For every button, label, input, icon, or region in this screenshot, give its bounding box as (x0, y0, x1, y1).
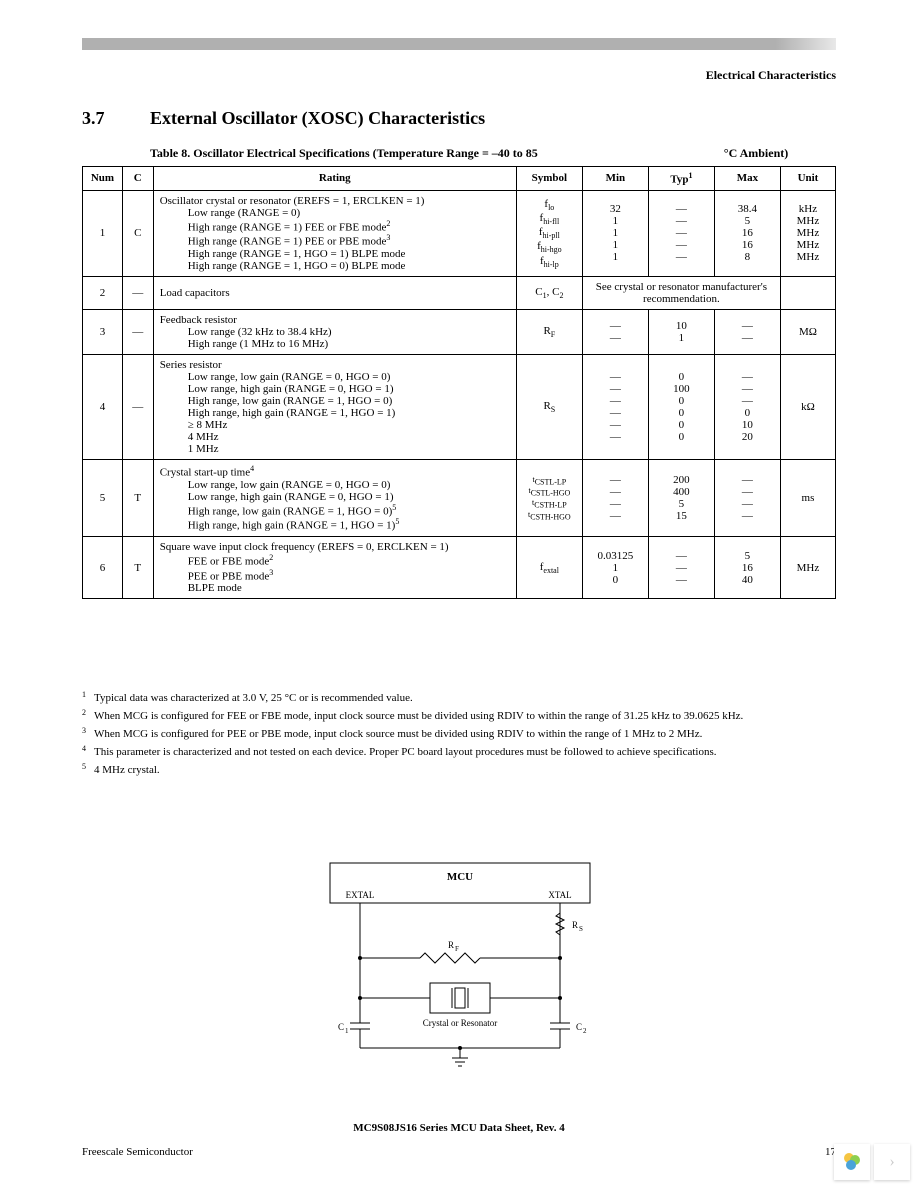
oscillator-diagram: MCU EXTAL XTAL RS RF Crystal or Resonato… (300, 858, 620, 1078)
th-min: Min (582, 167, 648, 191)
svg-text:F: F (455, 945, 459, 953)
th-c: C (122, 167, 153, 191)
th-typ: Typ1 (648, 167, 714, 191)
diagram-xtal: XTAL (548, 890, 571, 900)
th-num: Num (83, 167, 123, 191)
caption-suffix: °C Ambient) (724, 146, 788, 160)
svg-text:C: C (338, 1022, 344, 1032)
svg-text:1: 1 (345, 1027, 349, 1035)
chapter-label: Electrical Characteristics (706, 68, 836, 83)
th-symbol: Symbol (516, 167, 582, 191)
diagram-crystal: Crystal or Resonator (423, 1018, 498, 1028)
footer-left: Freescale Semiconductor (82, 1146, 193, 1158)
th-max: Max (714, 167, 780, 191)
svg-text:R: R (572, 920, 578, 930)
th-rating: Rating (153, 167, 516, 191)
diagram-extal: EXTAL (346, 890, 375, 900)
spec-table: Num C Rating Symbol Min Typ1 Max Unit 1C… (82, 166, 836, 599)
table-caption: Table 8. Oscillator Electrical Specifica… (150, 146, 820, 161)
section-number: 3.7 (82, 108, 105, 129)
svg-text:R: R (448, 940, 454, 950)
viewer-logo-icon[interactable] (834, 1144, 870, 1180)
section-title: External Oscillator (XOSC) Characteristi… (150, 108, 485, 129)
header-bar (82, 38, 836, 50)
caption-prefix: Table 8. Oscillator Electrical Specifica… (150, 146, 538, 160)
viewer-next-button[interactable]: › (874, 1144, 910, 1180)
svg-text:C: C (576, 1022, 582, 1032)
svg-text:2: 2 (583, 1027, 587, 1035)
viewer-widget: › (834, 1144, 910, 1180)
svg-text:S: S (579, 925, 583, 933)
diagram-mcu: MCU (447, 871, 473, 883)
footer-title: MC9S08JS16 Series MCU Data Sheet, Rev. 4 (0, 1122, 918, 1134)
th-unit: Unit (780, 167, 835, 191)
footnotes: 1Typical data was characterized at 3.0 V… (82, 692, 836, 782)
